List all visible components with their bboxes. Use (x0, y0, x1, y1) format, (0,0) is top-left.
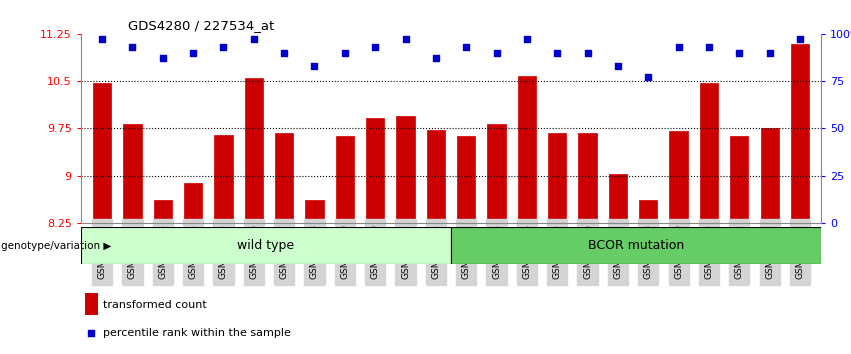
Text: genotype/variation ▶: genotype/variation ▶ (1, 241, 111, 251)
Bar (517, 76, 536, 223)
Bar (123, 124, 141, 223)
Point (126, 44, 140, 50)
Point (460, 44, 473, 50)
Bar (84, 293, 98, 315)
Text: transformed count: transformed count (103, 299, 207, 310)
Text: wild type: wild type (237, 239, 294, 252)
Bar (214, 135, 232, 223)
Bar (275, 133, 294, 223)
Text: BCOR mutation: BCOR mutation (588, 239, 684, 252)
Bar (366, 118, 385, 223)
Point (156, 56, 169, 61)
Bar (93, 83, 111, 223)
Bar (184, 183, 203, 223)
Point (671, 44, 685, 50)
Point (247, 36, 260, 42)
Bar (639, 200, 657, 223)
Point (762, 50, 776, 55)
Point (368, 44, 382, 50)
Bar (579, 133, 597, 223)
Point (95, 36, 109, 42)
Bar (426, 130, 445, 223)
Point (399, 36, 413, 42)
Point (580, 50, 594, 55)
Point (186, 50, 200, 55)
Point (217, 44, 231, 50)
Bar (81, 227, 451, 264)
Point (338, 50, 351, 55)
Point (551, 50, 564, 55)
Bar (548, 133, 566, 223)
Bar (761, 128, 779, 223)
Bar (154, 200, 172, 223)
Bar (457, 136, 476, 223)
Bar (700, 83, 718, 223)
Bar (730, 136, 748, 223)
Point (489, 50, 503, 55)
Bar (397, 116, 414, 223)
Point (308, 63, 322, 69)
Point (733, 50, 746, 55)
Point (277, 50, 291, 55)
Point (520, 36, 534, 42)
Point (642, 74, 655, 80)
Bar (336, 136, 354, 223)
Bar (488, 124, 505, 223)
Bar (306, 200, 323, 223)
Point (793, 36, 807, 42)
Point (702, 44, 716, 50)
Bar (608, 175, 627, 223)
Point (429, 56, 443, 61)
Bar (791, 44, 809, 223)
Bar (670, 131, 688, 223)
Bar (451, 227, 821, 264)
Text: GDS4280 / 227534_at: GDS4280 / 227534_at (128, 19, 274, 33)
Point (611, 63, 625, 69)
Text: percentile rank within the sample: percentile rank within the sample (103, 327, 291, 338)
Point (84, 330, 98, 336)
Bar (245, 78, 263, 223)
